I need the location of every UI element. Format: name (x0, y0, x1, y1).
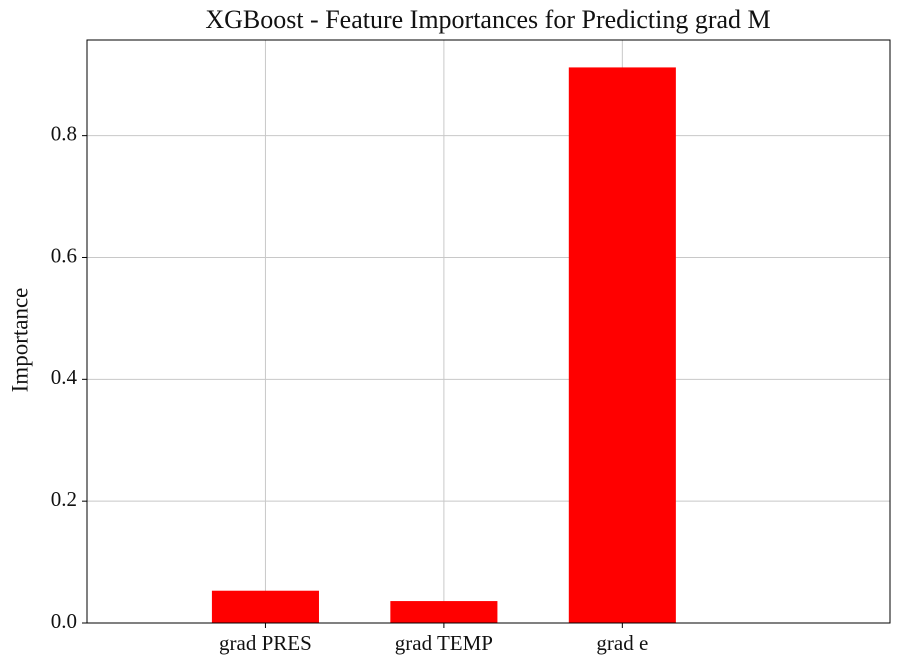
x-tick-label: grad PRES (219, 631, 312, 655)
y-tick-label: 0.0 (51, 609, 77, 633)
bar (211, 590, 319, 623)
x-tick-label: grad TEMP (395, 631, 493, 655)
plot-frame (86, 39, 891, 624)
y-axis-label: Importance (7, 288, 32, 393)
y-tick-label: 0.6 (51, 243, 77, 267)
chart-title: XGBoost - Feature Importances for Predic… (205, 5, 770, 34)
bar (390, 601, 498, 623)
bar (568, 67, 676, 623)
y-tick-label: 0.2 (51, 487, 77, 511)
y-tick-label: 0.8 (51, 121, 77, 145)
y-tick-label: 0.4 (51, 365, 78, 389)
x-tick-label: grad e (596, 631, 648, 655)
